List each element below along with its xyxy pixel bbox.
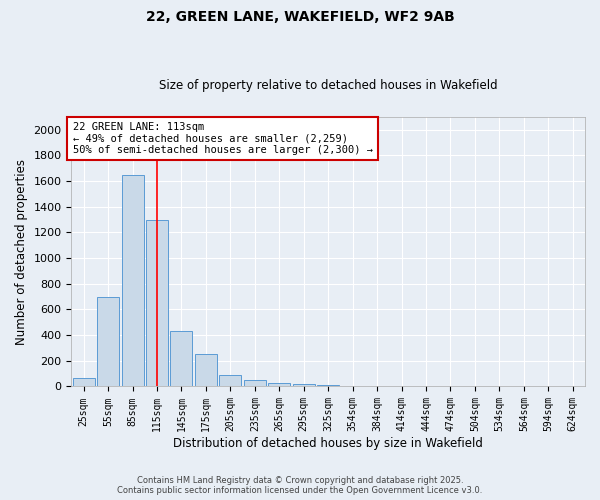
Bar bbox=[293, 384, 315, 386]
Bar bbox=[220, 375, 241, 386]
Bar bbox=[195, 354, 217, 386]
Bar bbox=[97, 297, 119, 386]
Bar bbox=[244, 380, 266, 386]
Bar bbox=[122, 174, 143, 386]
Text: Contains HM Land Registry data © Crown copyright and database right 2025.
Contai: Contains HM Land Registry data © Crown c… bbox=[118, 476, 482, 495]
Bar bbox=[170, 330, 193, 386]
Bar bbox=[73, 378, 95, 386]
Bar bbox=[317, 385, 339, 386]
Y-axis label: Number of detached properties: Number of detached properties bbox=[15, 158, 28, 344]
Bar bbox=[268, 382, 290, 386]
Title: Size of property relative to detached houses in Wakefield: Size of property relative to detached ho… bbox=[159, 79, 497, 92]
X-axis label: Distribution of detached houses by size in Wakefield: Distribution of detached houses by size … bbox=[173, 437, 483, 450]
Text: 22 GREEN LANE: 113sqm
← 49% of detached houses are smaller (2,259)
50% of semi-d: 22 GREEN LANE: 113sqm ← 49% of detached … bbox=[73, 122, 373, 155]
Bar bbox=[146, 220, 168, 386]
Text: 22, GREEN LANE, WAKEFIELD, WF2 9AB: 22, GREEN LANE, WAKEFIELD, WF2 9AB bbox=[146, 10, 454, 24]
